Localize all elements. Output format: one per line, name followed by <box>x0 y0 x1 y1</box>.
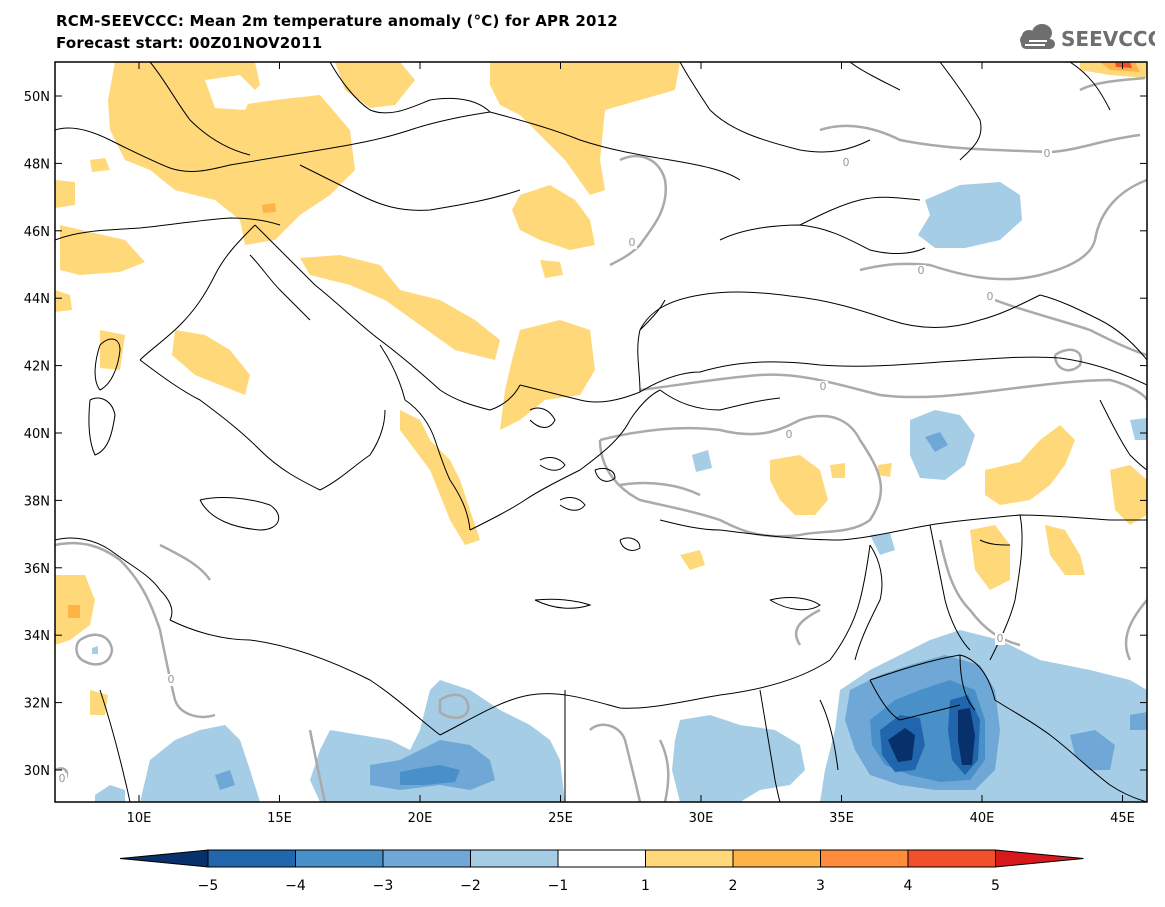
contour-label-bg <box>166 674 176 686</box>
contour-label-bg <box>985 291 995 303</box>
longitude-axis: 10E 15E 20E 25E 30E 35E 40E 45E <box>127 62 1135 826</box>
colorbar-box <box>207 849 296 868</box>
contour-label-bg <box>627 237 637 249</box>
lat-label: 42N <box>24 360 50 375</box>
contour-label: 0 <box>997 632 1004 645</box>
contour-label-bg <box>818 381 828 393</box>
colorbar-label: 4 <box>904 878 913 894</box>
logo-text: SEEVCCC <box>1061 27 1155 51</box>
contour-label-bg <box>784 429 794 441</box>
contour-label: 0 <box>987 290 994 303</box>
lat-label: 32N <box>24 697 50 712</box>
contour-label: 0 <box>786 428 793 441</box>
lat-label: 40N <box>24 427 50 442</box>
seevccc-logo: SEEVCCC <box>1020 24 1155 51</box>
latitude-axis: 50N 48N 46N 44N 42N 40N 38N 36N 34N 32N 30N <box>24 90 1147 779</box>
contour-label: 0 <box>843 156 850 169</box>
lat-label: 36N <box>24 562 50 577</box>
colorbar-label: −1 <box>548 878 569 894</box>
colorbar-box <box>382 849 471 868</box>
lat-label: 50N <box>24 90 50 105</box>
colorbar-box <box>732 849 821 868</box>
contour-label-bg <box>1042 148 1052 160</box>
colorbar-label: −3 <box>373 878 394 894</box>
colorbar-min-triangle <box>119 849 209 868</box>
contour-label: 0 <box>1044 147 1051 160</box>
contour-label: 0 <box>918 264 925 277</box>
forecast-start-subtitle: Forecast start: 00Z01NOV2011 <box>56 34 323 52</box>
contour-label: 0 <box>820 380 827 393</box>
contour-label-bg <box>57 773 67 785</box>
colorbar-label: 5 <box>991 878 1000 894</box>
lon-label: 25E <box>548 811 573 826</box>
lon-label: 30E <box>689 811 714 826</box>
contour-label-bg <box>995 633 1005 645</box>
contour-label: 0 <box>629 236 636 249</box>
colorbar-box <box>645 849 734 868</box>
contour-label-bg <box>916 265 926 277</box>
colorbar-box <box>820 849 909 868</box>
lon-label: 15E <box>267 811 292 826</box>
colorbar-label: −4 <box>285 878 306 894</box>
colorbar-label: −2 <box>460 878 481 894</box>
colorbar-label: 1 <box>641 878 650 894</box>
map-title: RCM-SEEVCCC: Mean 2m temperature anomaly… <box>56 12 618 30</box>
contour-labels: 0 0 0 0 0 0 0 0 0 0 <box>57 147 1052 785</box>
lat-label: 38N <box>24 494 50 509</box>
colorbar-label: 2 <box>729 878 738 894</box>
contour-label: 0 <box>168 673 175 686</box>
colorbar-max-triangle <box>995 849 1084 868</box>
contour-label: 0 <box>59 772 66 785</box>
lon-label: 40E <box>970 811 995 826</box>
lon-label: 35E <box>829 811 854 826</box>
lon-label: 10E <box>127 811 152 826</box>
colorbar-box <box>295 849 384 868</box>
lat-label: 30N <box>24 764 50 779</box>
contour-label-bg <box>841 157 851 169</box>
coastlines-borders <box>55 62 1147 802</box>
colorbar-box <box>470 849 559 868</box>
colorbar-labels: −5 −4 −3 −2 −1 1 2 3 4 5 <box>198 878 1000 894</box>
colorbar-label: −5 <box>198 878 219 894</box>
colorbar-box <box>907 849 996 868</box>
lat-label: 46N <box>24 225 50 240</box>
lat-label: 44N <box>24 292 50 307</box>
lat-label: 48N <box>24 157 50 172</box>
anomaly-shading <box>55 62 1147 802</box>
lon-label: 45E <box>1110 811 1135 826</box>
map-frame <box>54 61 1148 803</box>
lon-label: 20E <box>408 811 433 826</box>
colorbar-boxes <box>119 849 1084 868</box>
colorbar-label: 3 <box>816 878 825 894</box>
lat-label: 34N <box>24 629 50 644</box>
colorbar-box <box>557 849 646 868</box>
